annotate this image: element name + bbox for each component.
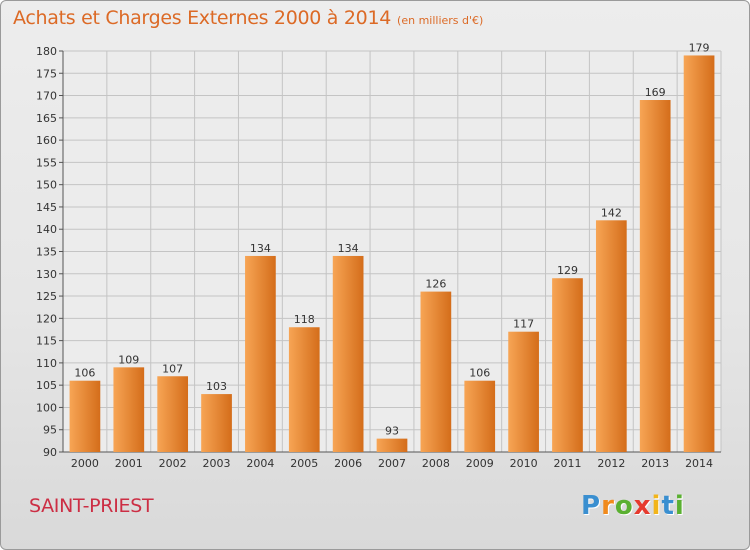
x-tick-label: 2006: [334, 457, 362, 470]
data-label: 179: [689, 41, 710, 54]
logo-letter: i: [651, 491, 662, 521]
bar: [683, 55, 715, 452]
y-tick-label: 150: [36, 179, 57, 192]
data-label: 103: [206, 380, 227, 393]
bar: [420, 291, 452, 452]
data-label: 169: [645, 86, 666, 99]
y-tick-label: 90: [43, 446, 57, 459]
x-tick-label: 2013: [641, 457, 669, 470]
x-tick-label: 2000: [71, 457, 99, 470]
x-tick-label: 2011: [553, 457, 581, 470]
y-tick-label: 135: [36, 246, 57, 259]
x-tick-label: 2009: [466, 457, 494, 470]
bar: [245, 255, 276, 452]
data-label: 126: [425, 278, 446, 291]
y-tick-label: 115: [36, 335, 57, 348]
y-tick-label: 95: [43, 424, 57, 437]
data-label: 142: [601, 206, 622, 219]
x-tick-label: 2010: [510, 457, 538, 470]
bar: [552, 278, 583, 452]
logo-letter: o: [614, 491, 634, 521]
y-tick-label: 160: [36, 134, 57, 147]
x-tick-label: 2002: [159, 457, 187, 470]
bar: [595, 220, 627, 452]
chart-title-unit: (en milliers d'€): [397, 14, 484, 27]
data-label: 134: [338, 242, 359, 255]
data-label: 134: [250, 242, 271, 255]
data-label: 129: [557, 264, 578, 277]
chart-title: Achats et Charges Externes 2000 à 2014 (e…: [13, 7, 483, 29]
x-tick-label: 2012: [597, 457, 625, 470]
y-tick-label: 175: [36, 67, 57, 80]
y-tick-label: 110: [36, 357, 57, 370]
x-tick-label: 2001: [115, 457, 143, 470]
y-tick-label: 120: [36, 312, 57, 325]
bar: [508, 331, 539, 452]
y-tick-label: 105: [36, 379, 57, 392]
y-tick-label: 155: [36, 156, 57, 169]
y-tick-label: 125: [36, 290, 57, 303]
logo-letter: P: [581, 491, 602, 521]
bar: [288, 327, 320, 452]
logo-letter: x: [633, 491, 652, 521]
bar-layer: [69, 55, 715, 452]
bar: [464, 380, 496, 452]
logo-letter: r: [601, 491, 615, 521]
bar: [69, 380, 101, 452]
y-tick-label: 140: [36, 223, 57, 236]
y-tick-label: 100: [36, 401, 57, 414]
bar: [639, 100, 671, 452]
logo-letter: t: [661, 491, 675, 521]
bar: [113, 367, 145, 452]
y-tick-label: 130: [36, 268, 57, 281]
bar: [332, 255, 364, 452]
data-label: 106: [469, 367, 490, 380]
data-label: 109: [118, 353, 139, 366]
data-label: 93: [385, 425, 399, 438]
x-tick-label: 2014: [685, 457, 713, 470]
x-tick-label: 2005: [290, 457, 318, 470]
y-tick-label: 170: [36, 90, 57, 103]
y-tick-label: 180: [36, 45, 57, 58]
bar: [157, 376, 189, 452]
x-tick-label: 2003: [203, 457, 231, 470]
data-label: 118: [294, 313, 315, 326]
x-tick-label: 2008: [422, 457, 450, 470]
x-tick-label: 2004: [246, 457, 274, 470]
bar: [201, 394, 232, 452]
data-label: 117: [513, 318, 534, 331]
x-tick-label: 2007: [378, 457, 406, 470]
logo-letter: i: [674, 491, 685, 521]
data-label: 106: [74, 367, 95, 380]
y-tick-label: 165: [36, 112, 57, 125]
bar: [376, 438, 408, 452]
chart-title-text: Achats et Charges Externes 2000 à 2014: [13, 7, 392, 29]
commune-name: SAINT-PRIEST: [29, 495, 154, 517]
y-tick-label: 145: [36, 201, 57, 214]
label-layer: 90 95 100 105 110 115 120 125 130 135 140 145 150 155…: [36, 41, 713, 470]
data-label: 107: [162, 362, 183, 375]
proxiti-logo[interactable]: Proxiti: [581, 491, 685, 521]
